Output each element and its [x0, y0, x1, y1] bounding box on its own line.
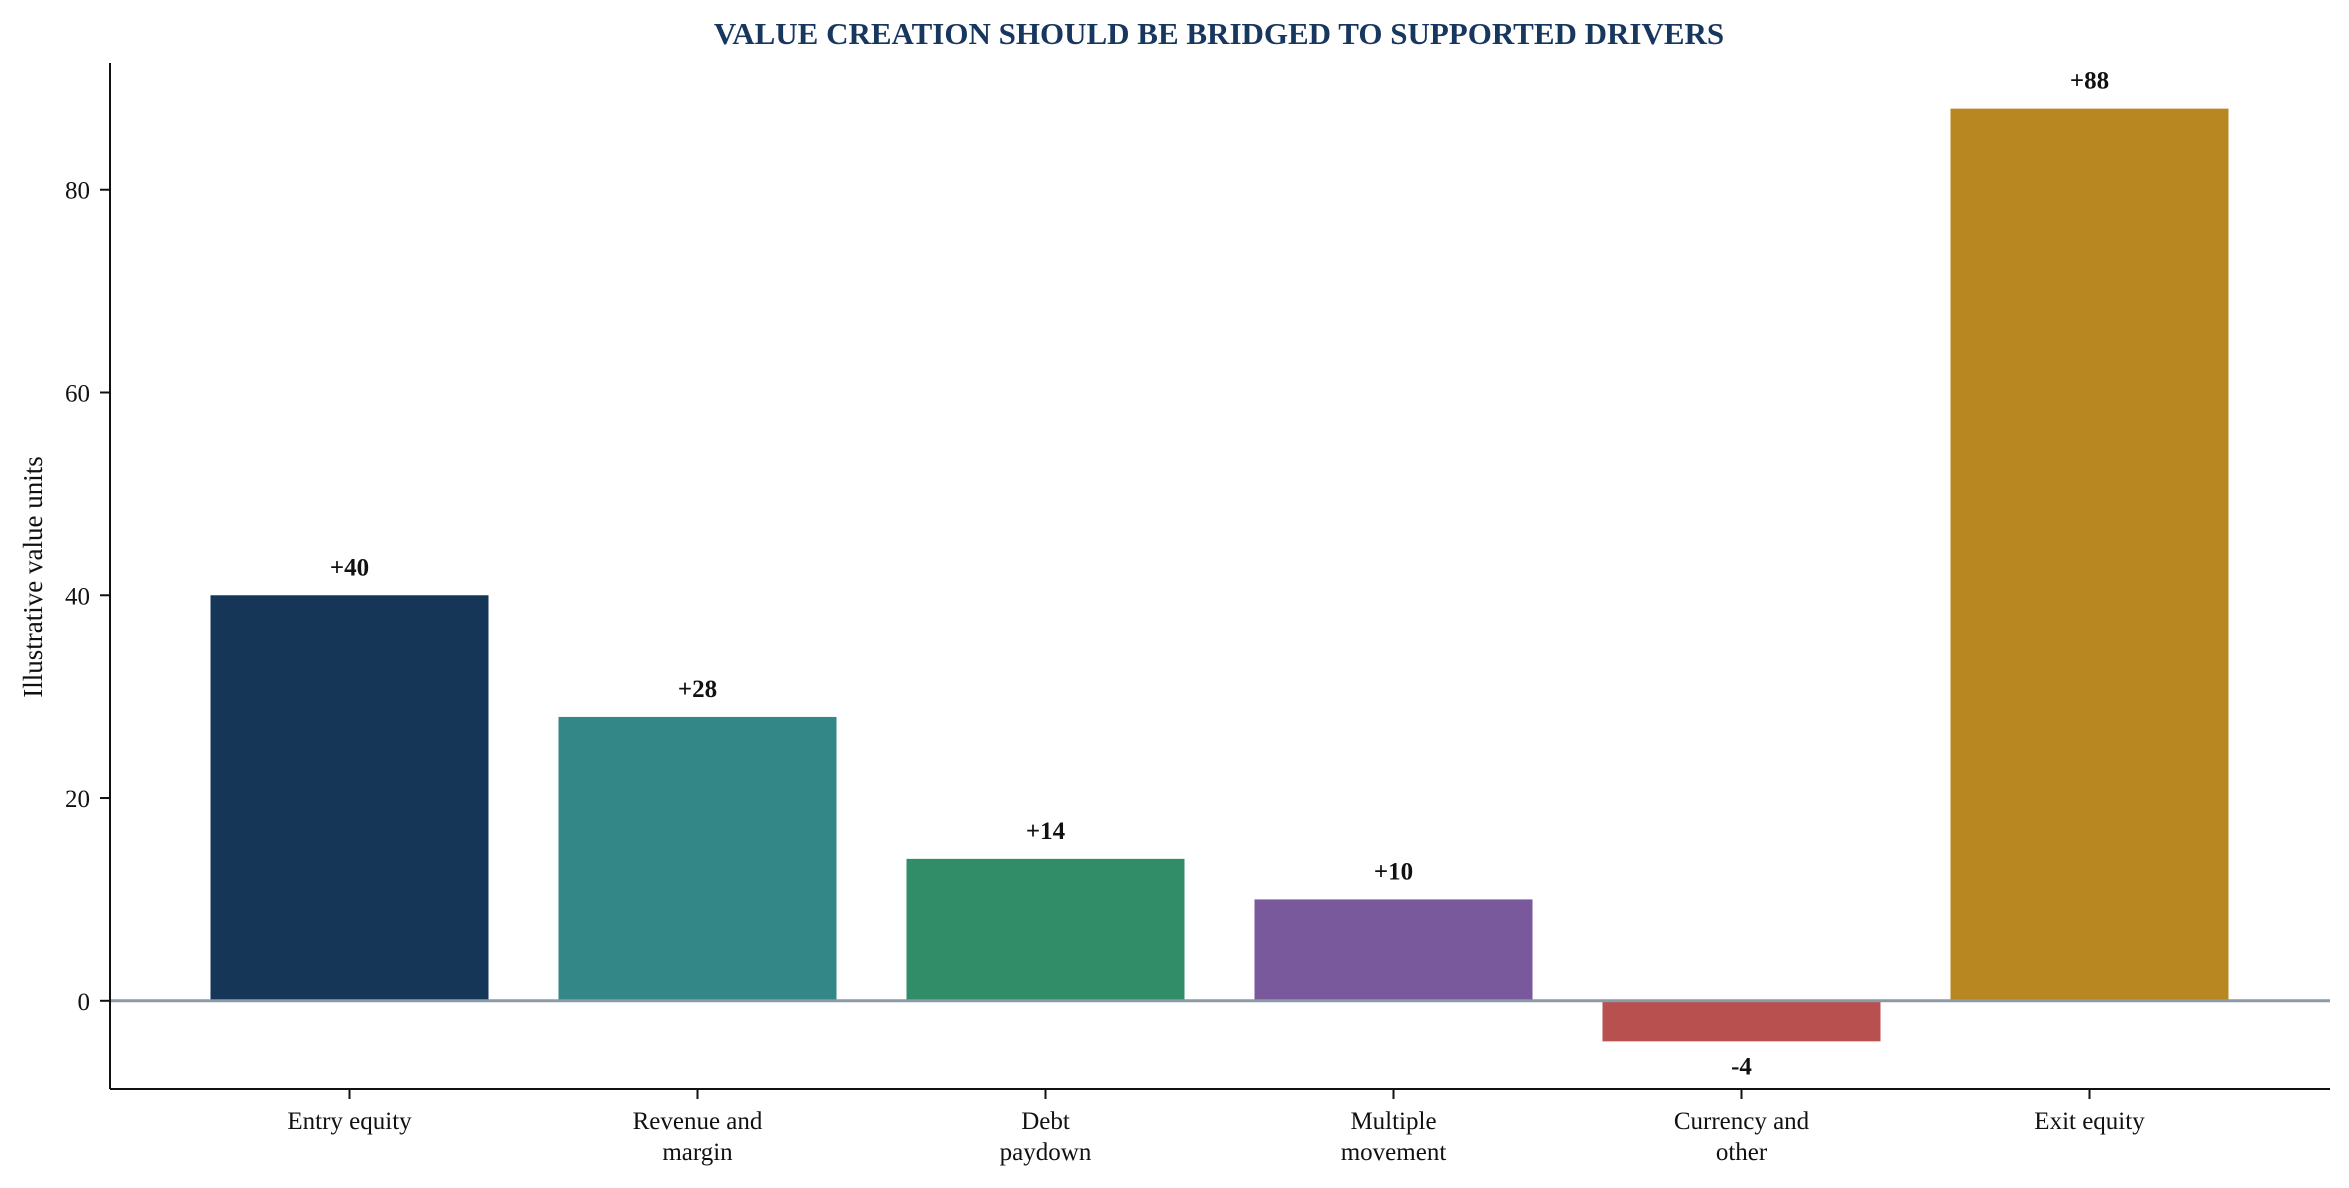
y-tick-label-4: 60	[65, 380, 90, 407]
x-tick-label-4: Multiple movement	[1341, 1108, 1447, 1166]
data-label-4: +10	[1374, 858, 1413, 885]
y-tick-label-5: 80	[65, 178, 90, 205]
data-label-1: +40	[330, 554, 369, 581]
x-ticks-group: Entry equity Revenue and margin Debt paydown…	[287, 1089, 2145, 1166]
x-tick-label-2: Revenue and margin	[633, 1108, 763, 1166]
bars-group	[210, 108, 2229, 1042]
chart-title: VALUE CREATION SHOULD BE BRIDGED TO SUPP…	[714, 16, 1724, 51]
data-labels-group: +40 +28 +14 +10 -4 +88	[330, 68, 2109, 1081]
x-tick-label-6: Exit equity	[2034, 1108, 2145, 1135]
data-label-2: +28	[678, 676, 717, 703]
bar-6	[1950, 108, 2229, 1001]
data-label-3: +14	[1026, 818, 1066, 845]
bar-1	[210, 595, 489, 1001]
y-tick-label-2: 20	[65, 786, 90, 813]
bar-4	[1254, 899, 1533, 1001]
y-tick-label-1: 0	[78, 989, 91, 1016]
y-axis-label: Illustrative value units	[18, 456, 48, 697]
x-tick-label-5: Currency and other	[1674, 1108, 1810, 1166]
bar-5	[1602, 1000, 1881, 1042]
y-ticks-group: 0 20 40 60 80	[65, 178, 110, 1016]
x-tick-label-1: Entry equity	[287, 1108, 412, 1135]
y-tick-label-3: 40	[65, 583, 90, 610]
data-label-5: -4	[1731, 1053, 1752, 1080]
data-label-6: +88	[2070, 68, 2109, 95]
bar-2	[558, 716, 837, 1001]
x-tick-label-3: Debt paydown	[1000, 1108, 1092, 1166]
bar-3	[906, 858, 1185, 1001]
